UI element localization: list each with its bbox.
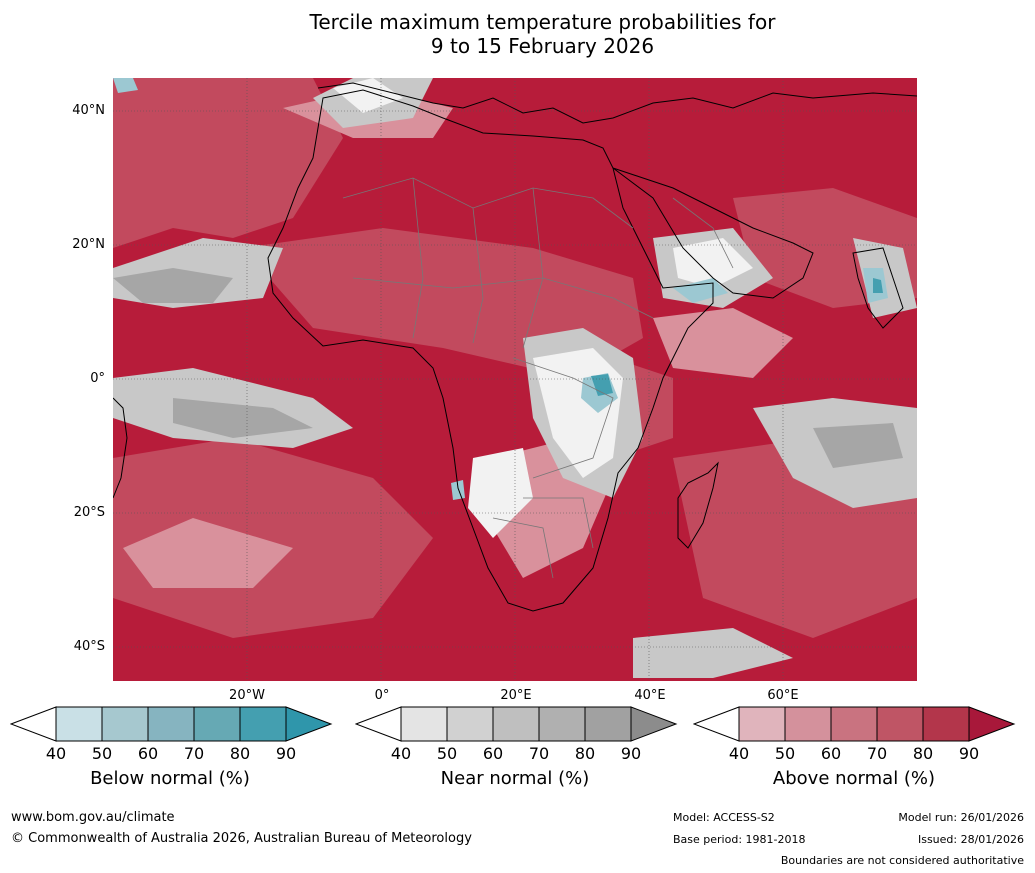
above-normal-label: Above normal (%)	[772, 768, 936, 789]
below-tick-90: 90	[275, 744, 297, 763]
above-underflow-triangle	[692, 706, 740, 742]
above-swatch-70-80	[876, 706, 924, 742]
model-name: Model: ACCESS-S2	[673, 811, 775, 824]
lon-label-0: 0°	[374, 688, 390, 703]
below-tick-80: 80	[229, 744, 251, 763]
bom-climate-link[interactable]: www.bom.gov.au/climate	[11, 810, 175, 825]
near-tick-50: 50	[436, 744, 458, 763]
south-america-coastline	[113, 397, 128, 499]
above-tick-80: 80	[912, 744, 934, 763]
map-title: Tercile maximum temperature probabilitie…	[0, 10, 1035, 58]
below-normal-label: Below normal (%)	[90, 768, 250, 789]
above-tick-70: 70	[866, 744, 888, 763]
lat-label-20n: 20°N	[72, 237, 105, 252]
below-swatch-70-80	[193, 706, 241, 742]
below-overflow-triangle	[285, 706, 333, 742]
boundary-disclaimer: Boundaries are not considered authoritat…	[780, 854, 1024, 867]
lon-label-20w: 20°W	[229, 688, 265, 703]
lat-label-40s: 40°S	[73, 639, 105, 654]
colorbar-below-swatches	[9, 706, 333, 742]
europe-coastline	[317, 82, 917, 124]
below-swatch-60-70	[147, 706, 195, 742]
lat-label-equator: 0°	[90, 371, 105, 386]
above-tick-40: 40	[728, 744, 750, 763]
near-overflow-triangle	[630, 706, 678, 742]
near-underflow-triangle	[354, 706, 402, 742]
near-tick-70: 70	[528, 744, 550, 763]
colorbar-above-normal: 40 50 60 70 80 90	[692, 706, 1018, 763]
above-swatch-60-70	[830, 706, 878, 742]
madagascar-coastline	[677, 461, 719, 549]
below-tick-70: 70	[183, 744, 205, 763]
above-swatch-50-60	[784, 706, 832, 742]
above-tick-90: 90	[958, 744, 980, 763]
probability-map[interactable]	[113, 78, 917, 681]
colorbar-below-normal: 40 50 60 70 80 90	[9, 706, 335, 763]
near-swatch-70-80	[538, 706, 586, 742]
near-tick-40: 40	[390, 744, 412, 763]
map-canvas	[113, 78, 917, 681]
below-tick-40: 40	[45, 744, 67, 763]
lat-label-20s: 20°S	[73, 505, 105, 520]
base-period: Base period: 1981-2018	[673, 833, 806, 846]
above-tick-60: 60	[820, 744, 842, 763]
lat-label-40n: 40°N	[72, 103, 105, 118]
copyright-text: © Commonwealth of Australia 2026, Austra…	[11, 831, 472, 846]
near-swatch-60-70	[492, 706, 540, 742]
above-swatch-80-90	[922, 706, 970, 742]
lon-label-40e: 40°E	[634, 688, 666, 703]
lon-label-60e: 60°E	[767, 688, 799, 703]
below-swatch-80-90	[239, 706, 287, 742]
above-overflow-triangle	[968, 706, 1016, 742]
below-underflow-triangle	[9, 706, 57, 742]
near-swatch-40-50	[400, 706, 448, 742]
below-swatch-40-50	[55, 706, 103, 742]
near-tick-80: 80	[574, 744, 596, 763]
country-borders	[342, 177, 734, 579]
near-swatch-80-90	[584, 706, 632, 742]
africa-coastline	[267, 89, 714, 612]
below-swatch-50-60	[101, 706, 149, 742]
arabia-coastline	[612, 167, 814, 299]
colorbar-near-swatches	[354, 706, 678, 742]
lon-label-20e: 20°E	[500, 688, 532, 703]
above-swatch-40-50	[738, 706, 786, 742]
below-tick-50: 50	[91, 744, 113, 763]
colorbar-above-swatches	[692, 706, 1016, 742]
below-tick-60: 60	[137, 744, 159, 763]
near-tick-60: 60	[482, 744, 504, 763]
colorbar-near-normal: 40 50 60 70 80 90	[354, 706, 680, 763]
title-line-2: 9 to 15 February 2026	[430, 34, 655, 58]
model-run-date: Model run: 26/01/2026	[898, 811, 1024, 824]
india-coastline	[852, 247, 904, 329]
issued-date: Issued: 28/01/2026	[917, 833, 1024, 846]
title-line-1: Tercile maximum temperature probabilitie…	[309, 10, 776, 34]
near-tick-90: 90	[620, 744, 642, 763]
above-tick-50: 50	[774, 744, 796, 763]
near-swatch-50-60	[446, 706, 494, 742]
near-normal-label: Near normal (%)	[440, 768, 590, 789]
